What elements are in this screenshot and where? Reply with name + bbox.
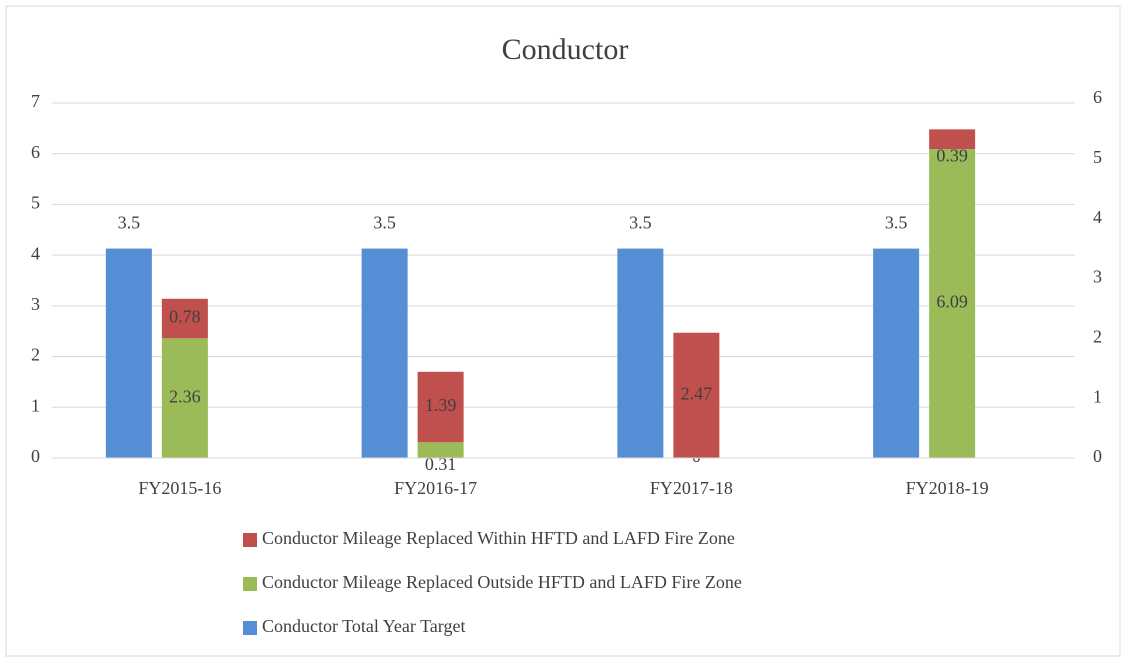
bar-segment: [417, 371, 464, 443]
data-label: 3.5: [118, 213, 141, 233]
chart-title: Conductor: [502, 33, 629, 66]
data-label: 1.39: [425, 395, 457, 415]
data-label: 0.39: [936, 145, 968, 165]
bar-segment: [673, 332, 720, 458]
legend-swatch: [243, 577, 257, 591]
y2-tick-label: 3: [1093, 267, 1102, 287]
y-tick-label: 7: [31, 91, 40, 111]
y2-tick-label: 6: [1093, 87, 1102, 107]
x-tick-label: FY2015-16: [138, 478, 221, 498]
data-label: 0.31: [425, 454, 457, 474]
x-tick-label: FY2016-17: [394, 478, 477, 498]
chart-frame: [5, 5, 1121, 657]
y-tick-label: 5: [31, 193, 40, 213]
y-tick-label: 4: [31, 243, 40, 263]
bar: [617, 248, 664, 458]
y-tick-label: 6: [31, 142, 40, 162]
y-tick-label: 0: [31, 446, 40, 466]
legend-swatch: [243, 621, 257, 635]
y-tick-label: 2: [31, 345, 40, 365]
y2-tick-label: 4: [1093, 207, 1102, 227]
data-label: 0.78: [169, 307, 201, 327]
y2-tick-label: 5: [1093, 147, 1102, 167]
bar-segment: [929, 149, 976, 458]
y-tick-label: 1: [31, 395, 40, 415]
bar-segment: [161, 338, 208, 458]
legend-swatch: [243, 533, 257, 547]
bar: [361, 248, 408, 458]
legend-label: Conductor Total Year Target: [262, 616, 465, 636]
bar-segment: [417, 442, 464, 458]
bar: [873, 248, 920, 458]
y2-tick-label: 2: [1093, 326, 1102, 346]
bar-segment: [929, 129, 976, 150]
data-label: 3.5: [373, 213, 396, 233]
bar: [105, 248, 152, 458]
data-label: 3.5: [885, 213, 908, 233]
bar-segment: [161, 298, 208, 339]
data-label: 2.47: [681, 383, 713, 403]
x-tick-label: FY2018-19: [906, 478, 989, 498]
y-tick-label: 3: [31, 294, 40, 314]
y2-tick-label: 1: [1093, 386, 1102, 406]
legend-label: Conductor Mileage Replaced Outside HFTD …: [262, 572, 742, 592]
legend-label: Conductor Mileage Replaced Within HFTD a…: [262, 528, 735, 548]
data-label: 6.09: [936, 292, 968, 312]
x-tick-label: FY2017-18: [650, 478, 733, 498]
data-label: 3.5: [629, 213, 652, 233]
data-label: 2.36: [169, 386, 201, 406]
y2-tick-label: 0: [1093, 446, 1102, 466]
